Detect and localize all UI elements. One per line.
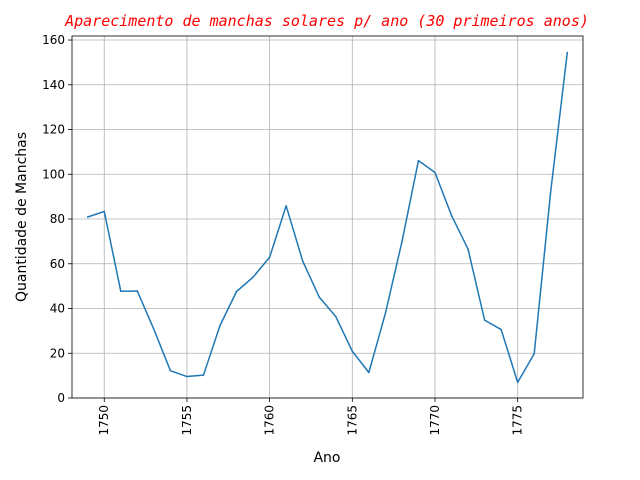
- x-tick-label: 1775: [511, 405, 525, 436]
- data-point: [285, 205, 287, 207]
- data-point: [301, 260, 304, 262]
- y-tick-label: 80: [50, 212, 65, 226]
- x-axis-label: Ano: [313, 450, 340, 466]
- data-point: [120, 290, 122, 293]
- data-point: [335, 315, 337, 318]
- data-point: [467, 248, 469, 250]
- data-point: [86, 216, 89, 218]
- plot-area-frame: [71, 35, 584, 399]
- y-tick-label: 100: [42, 167, 65, 181]
- y-tick-label: 140: [42, 78, 65, 92]
- data-point: [252, 276, 254, 278]
- data-point: [202, 374, 205, 376]
- y-tick-label: 120: [42, 123, 65, 137]
- data-point: [153, 328, 155, 331]
- x-tick-label: 1765: [345, 405, 359, 436]
- x-tick-label: 1760: [263, 405, 277, 436]
- data-point: [318, 296, 320, 298]
- y-tick-label: 60: [50, 257, 65, 271]
- data-point: [417, 159, 420, 162]
- y-tick-label: 0: [57, 391, 65, 405]
- data-point: [368, 371, 370, 374]
- x-tick-label: 1755: [180, 405, 194, 436]
- data-point: [384, 312, 387, 315]
- y-axis-label: Quantidade de Manchas: [14, 132, 30, 302]
- tick-layer: 1750 1755 1760 1765 1770 1775 0 20 40 60 80 100 120 1…: [42, 33, 525, 436]
- data-point: [516, 381, 519, 384]
- series-layer: [86, 51, 569, 384]
- data-point: [450, 214, 453, 217]
- data-point: [566, 51, 569, 54]
- grid-layer: [72, 36, 583, 399]
- data-point: [136, 290, 139, 292]
- data-point: [500, 328, 502, 331]
- data-point: [550, 190, 552, 192]
- data-point: [219, 324, 221, 327]
- y-tick-label: 20: [50, 346, 65, 360]
- y-tick-label: 40: [50, 302, 65, 316]
- data-point: [533, 352, 535, 355]
- x-tick-label: 1750: [97, 405, 111, 436]
- y-tick-label: 160: [42, 33, 65, 47]
- data-point: [103, 210, 105, 213]
- data-point: [169, 369, 172, 372]
- data-point: [401, 241, 403, 243]
- data-point: [235, 290, 238, 293]
- chart-title: Aparecimento de manchas solares p/ ano (…: [64, 12, 589, 30]
- data-point: [483, 319, 486, 321]
- data-point: [434, 171, 436, 174]
- data-point: [351, 350, 354, 352]
- x-tick-label: 1770: [428, 405, 442, 436]
- data-point: [186, 375, 188, 378]
- sunspot-series-line: [86, 51, 569, 384]
- data-point: [268, 256, 271, 259]
